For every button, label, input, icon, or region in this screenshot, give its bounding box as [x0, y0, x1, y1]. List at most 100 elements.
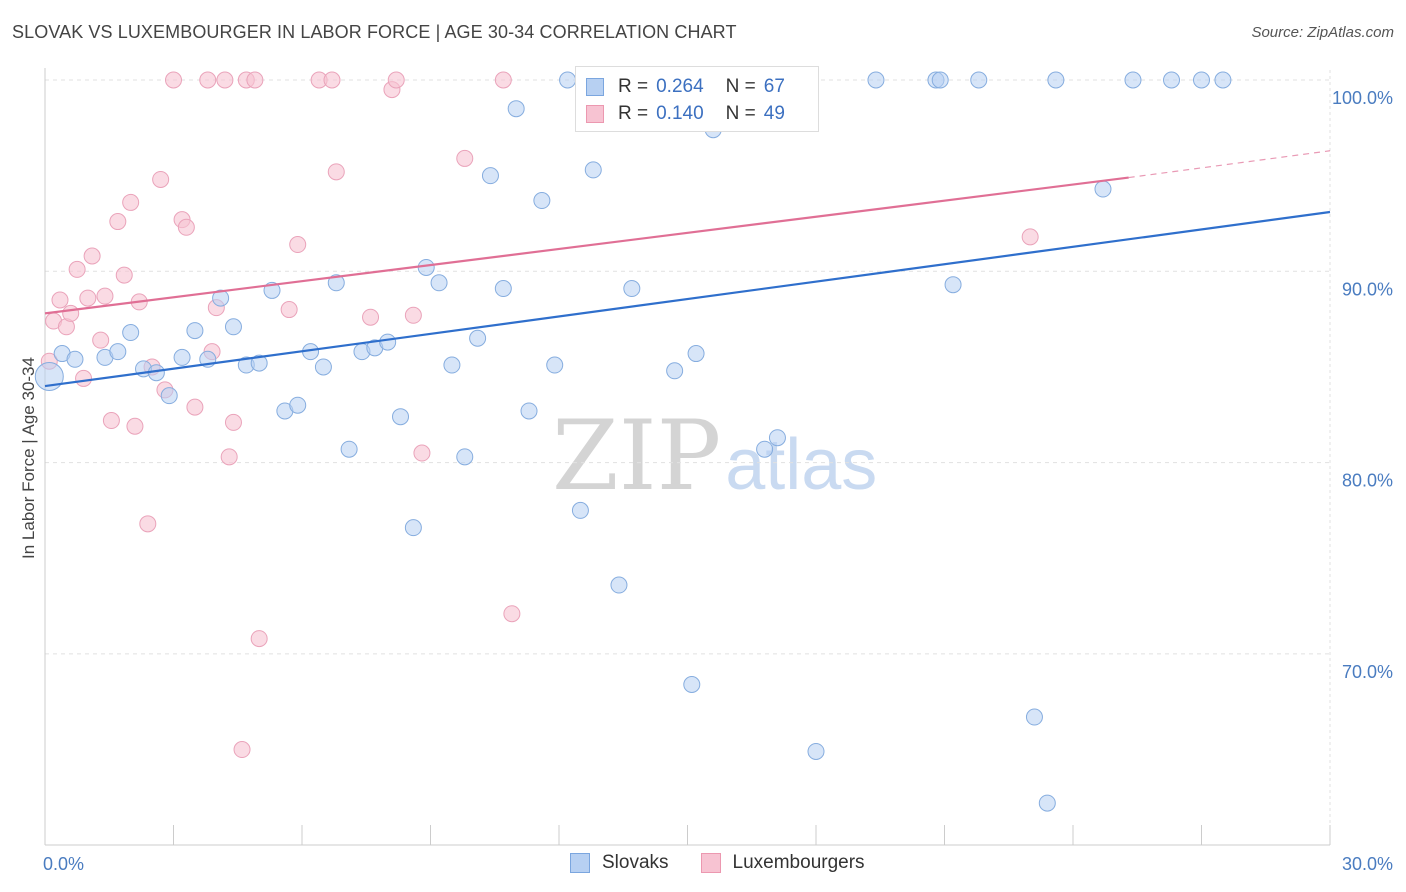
legend-r-label: R = — [618, 103, 649, 124]
luxembourgers-point — [362, 308, 380, 326]
slovaks-point — [1094, 180, 1112, 198]
luxembourgers-trend-line — [44, 176, 1129, 315]
slovaks-point — [66, 350, 84, 368]
legend-n-label: N = — [725, 103, 756, 124]
slovaks-point — [970, 71, 988, 89]
series-legend: Slovaks Luxembourgers — [570, 852, 897, 874]
luxembourgers-point — [220, 448, 238, 466]
chart-title: SLOVAK VS LUXEMBOURGER IN LABOR FORCE | … — [12, 22, 737, 42]
axes — [44, 68, 1331, 846]
slovaks-point — [1124, 71, 1142, 89]
slovaks-point — [456, 448, 474, 466]
luxembourgers-point — [224, 413, 242, 431]
luxembourgers-point — [494, 71, 512, 89]
luxembourgers-point — [96, 287, 114, 305]
slovaks-point — [571, 501, 589, 519]
slovaks-point — [507, 100, 525, 118]
source-credit: Source: ZipAtlas.com — [1251, 24, 1394, 41]
legend-r-label: R = — [618, 76, 649, 97]
trend-lines — [44, 150, 1331, 388]
slovaks-point — [756, 440, 774, 458]
luxembourgers-point — [122, 193, 140, 211]
slovaks-point — [1193, 71, 1210, 89]
luxembourgers-point — [289, 236, 307, 254]
luxembourgers-point — [51, 291, 69, 309]
x-tick-label: 0.0% — [43, 854, 84, 874]
luxembourgers-point — [216, 71, 234, 89]
slovaks-point — [546, 356, 564, 374]
luxembourgers-point — [115, 266, 133, 284]
luxembourgers-point — [456, 149, 474, 167]
slovaks-point — [224, 318, 242, 336]
y-tick-label: 100.0% — [1332, 88, 1393, 108]
legend-row-luxembourgers: R = 0.140 N = 49 — [586, 100, 785, 128]
slovaks-point — [520, 402, 538, 420]
slovaks-point — [687, 345, 705, 363]
legend-item-luxembourgers[interactable]: Luxembourgers — [700, 852, 865, 874]
slovaks-point — [1047, 71, 1065, 89]
slovaks-point — [666, 362, 684, 380]
luxembourgers-point — [404, 306, 422, 324]
luxembourgers-point — [126, 417, 144, 435]
slovaks-point — [494, 280, 512, 298]
slovaks-point — [559, 71, 577, 89]
legend-item-slovaks[interactable]: Slovaks — [570, 852, 669, 874]
slovaks-trend-line — [44, 210, 1331, 388]
luxembourgers-point — [68, 260, 86, 278]
slovaks-point — [122, 324, 140, 342]
slovaks-point — [533, 192, 551, 210]
slovaks-point — [327, 274, 345, 292]
legend-label-luxembourgers: Luxembourgers — [732, 852, 865, 873]
luxembourgers-point — [503, 605, 521, 623]
correlation-legend: R = 0.264 N = 67 R = 0.140 N = 49 — [575, 66, 819, 132]
slovaks-point — [212, 289, 230, 307]
luxembourgers-point — [387, 71, 405, 89]
slovaks-point — [931, 71, 949, 89]
slovaks-point — [768, 429, 786, 447]
luxembourgers-point — [139, 515, 157, 533]
luxembourgers-point — [323, 71, 341, 89]
slovaks-point — [173, 348, 191, 366]
watermark-zip: ZIP — [552, 400, 722, 512]
slovaks-point — [314, 358, 332, 376]
slovaks-point — [404, 519, 422, 537]
luxembourgers-point — [79, 289, 97, 307]
slovaks-point — [807, 742, 825, 760]
slovaks-point — [944, 276, 962, 294]
slovaks-point — [610, 576, 628, 594]
luxembourgers-point — [165, 71, 182, 89]
slovaks-point — [340, 440, 358, 458]
luxembourgers-point — [186, 398, 204, 416]
zipatlas-watermark: ZIPatlas — [552, 400, 877, 512]
slovaks-swatch — [570, 853, 590, 873]
legend-r-value: 0.264 — [656, 76, 704, 97]
slovaks-point — [379, 333, 397, 351]
luxembourgers-point — [62, 304, 80, 322]
x-tick-label: 30.0% — [1342, 854, 1393, 874]
y-axis-label: In Labor Force | Age 30-34 — [19, 357, 38, 559]
slovaks-point — [1025, 708, 1043, 726]
y-tick-label: 80.0% — [1342, 471, 1393, 491]
slovaks-points — [34, 71, 1232, 812]
slovaks-point — [186, 322, 204, 340]
legend-n-label: N = — [725, 76, 756, 97]
luxembourgers-point — [280, 301, 298, 319]
slovaks-point — [683, 676, 701, 694]
slovaks-point — [623, 280, 641, 298]
luxembourgers-point — [246, 71, 264, 89]
legend-row-slovaks: R = 0.264 N = 67 — [586, 73, 785, 101]
luxembourgers-point — [327, 163, 345, 181]
watermark-atlas: atlas — [725, 425, 878, 505]
slovaks-point — [289, 396, 307, 414]
slovaks-point — [443, 356, 461, 374]
luxembourgers-point — [152, 170, 170, 188]
luxembourgers-point — [75, 369, 93, 387]
luxembourgers-swatch — [700, 853, 721, 873]
luxembourgers-point — [250, 630, 268, 648]
luxembourgers-point — [1021, 228, 1039, 246]
luxembourgers-point — [199, 71, 217, 89]
luxembourgers-swatch — [586, 105, 604, 123]
slovaks-point — [392, 408, 410, 426]
slovaks-point — [1038, 794, 1056, 812]
